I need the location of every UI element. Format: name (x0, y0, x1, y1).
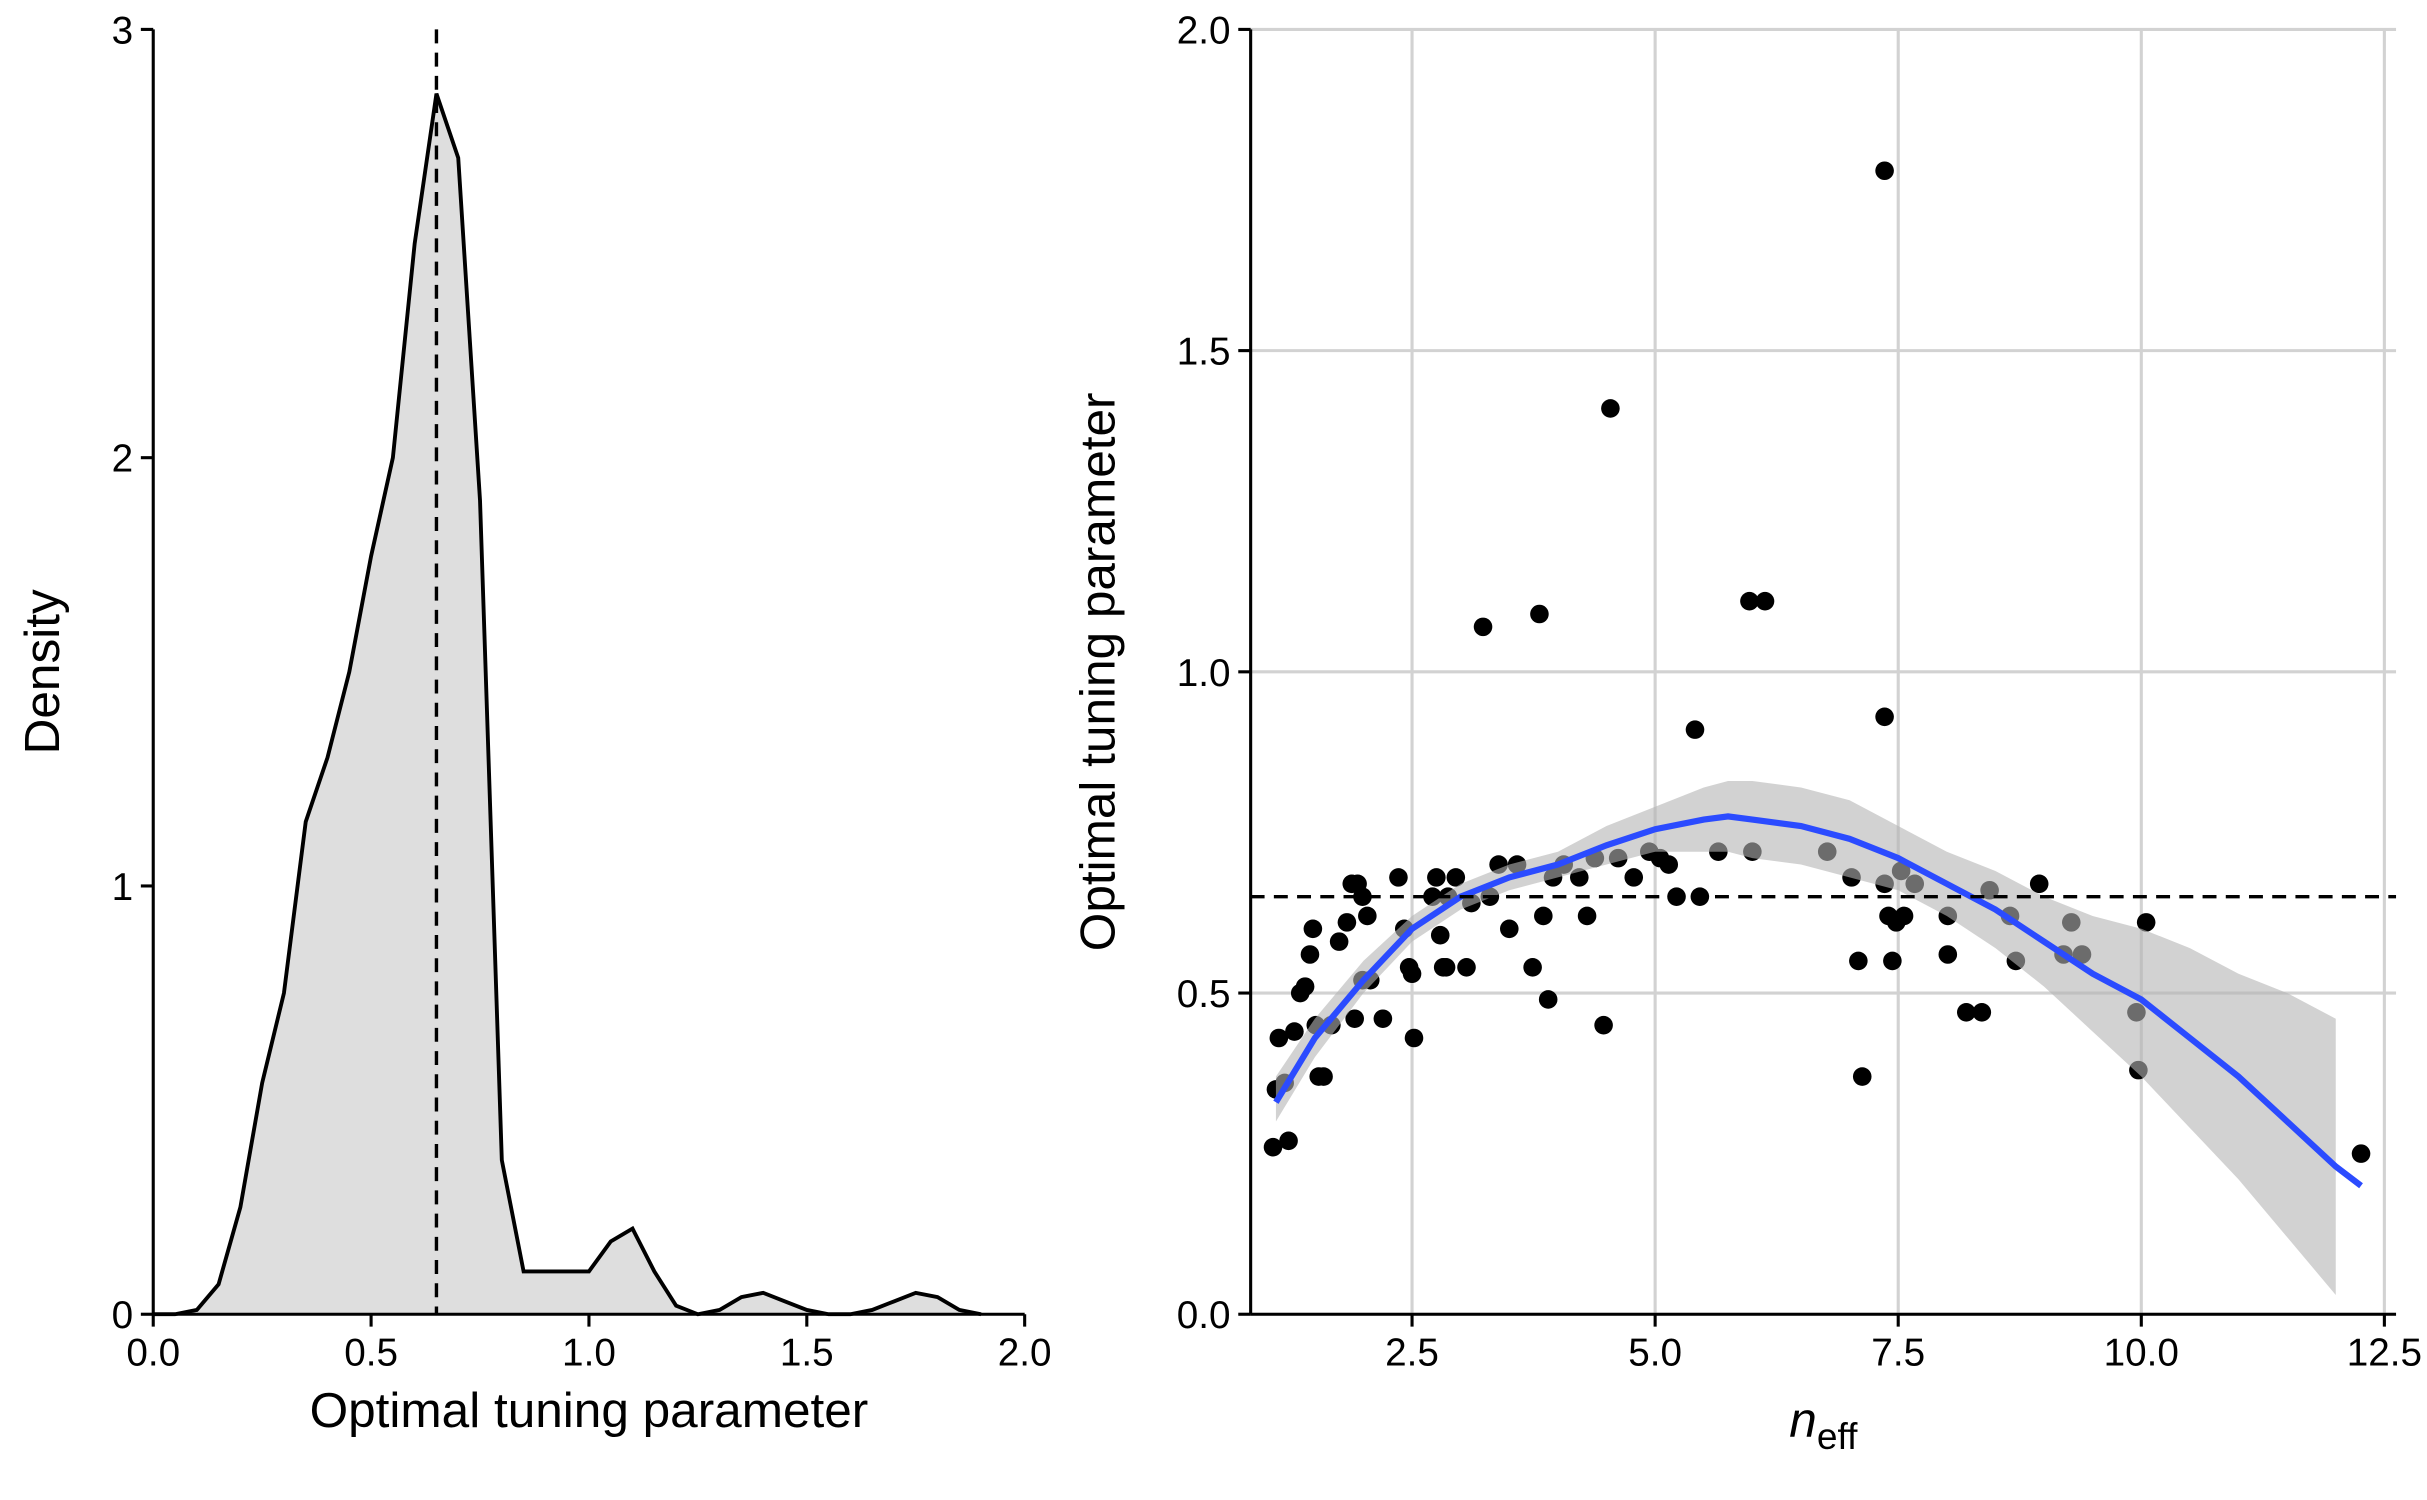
y-tick-label: 1.5 (1177, 331, 1231, 374)
x-tick-label: 10.0 (2104, 1331, 2179, 1374)
point (1329, 932, 1349, 951)
point (1373, 1009, 1393, 1029)
point (1883, 951, 1902, 971)
point (1601, 399, 1620, 418)
point (1938, 945, 1958, 964)
point (1956, 1003, 1976, 1022)
point (1740, 591, 1759, 611)
point (1263, 1137, 1283, 1157)
point (1852, 1067, 1872, 1086)
y-tick-label: 2 (112, 438, 134, 481)
point (1755, 591, 1775, 611)
confidence-band (1275, 781, 2336, 1295)
point (1279, 1131, 1298, 1151)
x-tick-label: 5.0 (1628, 1331, 1682, 1374)
point (1577, 906, 1597, 926)
point (1875, 161, 1894, 181)
y-axis-label: Density (15, 589, 70, 754)
point (1353, 887, 1372, 906)
point (1685, 720, 1705, 739)
point (1436, 958, 1456, 977)
point (1594, 1015, 1613, 1035)
point (1534, 906, 1553, 926)
x-tick-label: 1.0 (562, 1331, 616, 1374)
point (1499, 919, 1519, 939)
panel: 0.0 0.5 1.0 1.5 2.0 0 1 2 3 Optimal tuning parame… (15, 9, 1052, 1438)
x-tick-label: 1.5 (780, 1331, 834, 1374)
point (1295, 977, 1315, 996)
y-tick-label: 0.0 (1177, 1294, 1231, 1337)
point (1894, 906, 1914, 926)
y-tick-label: 0.5 (1177, 973, 1231, 1016)
panel: 2.5 5.0 7.5 10.0 12.5 0.0 0.5 1.0 1.5 2.0 neff Opti… (1070, 9, 2422, 1457)
x-axis-label-subscript: eff (1817, 1415, 1858, 1457)
x-tick-label: 7.5 (1871, 1331, 1925, 1374)
point (1530, 604, 1549, 624)
point (1269, 1028, 1289, 1048)
point (1303, 919, 1323, 939)
point (2136, 913, 2156, 932)
x-tick-label: 2.0 (998, 1331, 1052, 1374)
point (1285, 1022, 1304, 1041)
x-tick-label: 12.5 (2347, 1331, 2422, 1374)
point (1523, 958, 1542, 977)
point (1473, 617, 1493, 637)
point (1358, 906, 1377, 926)
point (1457, 958, 1476, 977)
point (1538, 990, 1558, 1009)
point (1875, 707, 1894, 727)
point (1300, 945, 1320, 964)
point (1849, 951, 1868, 971)
x-tick-label: 2.5 (1385, 1331, 1439, 1374)
point (2029, 874, 2049, 894)
point (1345, 1009, 1364, 1029)
point (1972, 1003, 1992, 1022)
x-axis-label: Optimal tuning parameter (310, 1383, 869, 1438)
point (1402, 964, 1422, 984)
x-tick-label: 0.0 (126, 1331, 180, 1374)
y-tick-label: 1.0 (1177, 652, 1231, 695)
x-axis-label-text: n (1789, 1393, 1817, 1448)
point (1389, 868, 1408, 887)
point (1446, 868, 1466, 887)
point (1430, 925, 1450, 945)
point (1624, 868, 1644, 887)
density-area (153, 93, 982, 1315)
y-axis-label: Optimal tuning parameter (1070, 392, 1125, 951)
point (1404, 1028, 1424, 1048)
y-tick-label: 3 (112, 9, 134, 52)
x-axis-label-text: Optimal tuning parameter (310, 1383, 869, 1438)
point (1659, 855, 1679, 874)
x-tick-label: 0.5 (344, 1331, 398, 1374)
x-axis-label: neff (1789, 1393, 1858, 1457)
point (1314, 1067, 1333, 1086)
y-tick-label: 1 (112, 866, 134, 909)
point (1427, 868, 1446, 887)
y-tick-label: 2.0 (1177, 9, 1231, 52)
y-tick-label: 0 (112, 1294, 134, 1337)
point (2351, 1144, 2371, 1163)
point (1337, 913, 1357, 932)
